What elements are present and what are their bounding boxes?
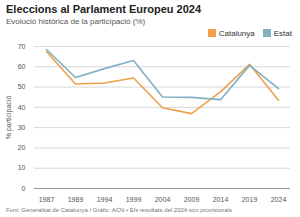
svg-text:% participació: % participació: [5, 96, 13, 140]
svg-text:50: 50: [18, 83, 26, 90]
svg-text:1987: 1987: [39, 196, 55, 203]
svg-text:1989: 1989: [68, 196, 84, 203]
svg-text:40: 40: [18, 104, 26, 111]
svg-text:60: 60: [18, 63, 26, 70]
html-text:Estat: Estat: [273, 29, 292, 38]
svg-text:2014: 2014: [213, 196, 229, 203]
html-text:Eleccions al Parlament Europeu: Eleccions al Parlament Europeu 2024: [6, 3, 201, 15]
svg-text:2024: 2024: [271, 196, 287, 203]
svg-text:0: 0: [22, 185, 26, 192]
svg-text:30: 30: [18, 124, 26, 131]
svg-text:70: 70: [18, 43, 26, 50]
svg-text:1999: 1999: [126, 196, 142, 203]
html-text:Catalunya: Catalunya: [218, 29, 255, 38]
svg-text:2019: 2019: [242, 196, 258, 203]
svg-text:20: 20: [18, 144, 26, 151]
html-text:Font: Generalitat de Catalunya: Font: Generalitat de Catalunya / Gràfic:…: [6, 207, 232, 213]
svg-text:2009: 2009: [184, 196, 200, 203]
svg-text:10: 10: [18, 164, 26, 171]
html-text:Evolució històrica de la parti: Evolució històrica de la participació (%…: [6, 17, 146, 26]
svg-text:1994: 1994: [97, 196, 113, 203]
svg-text:2004: 2004: [155, 196, 171, 203]
